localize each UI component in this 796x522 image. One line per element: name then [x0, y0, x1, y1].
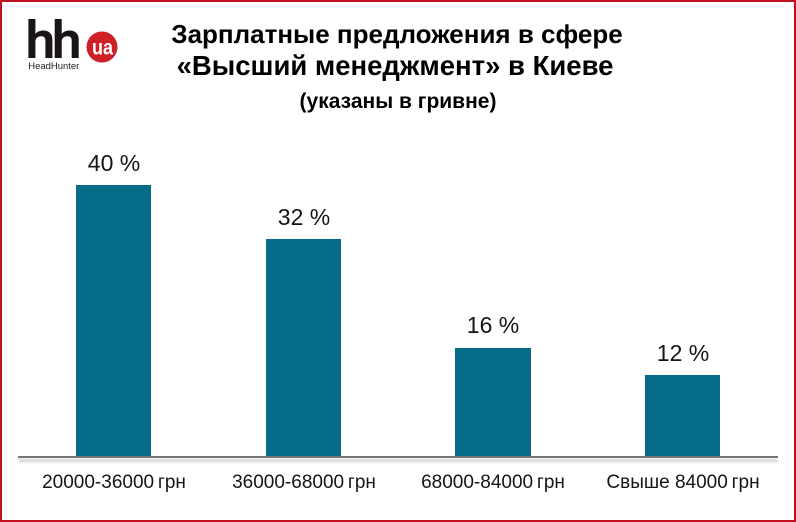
svg-text:HeadHunter: HeadHunter [28, 61, 79, 71]
svg-text:ua: ua [92, 36, 113, 59]
